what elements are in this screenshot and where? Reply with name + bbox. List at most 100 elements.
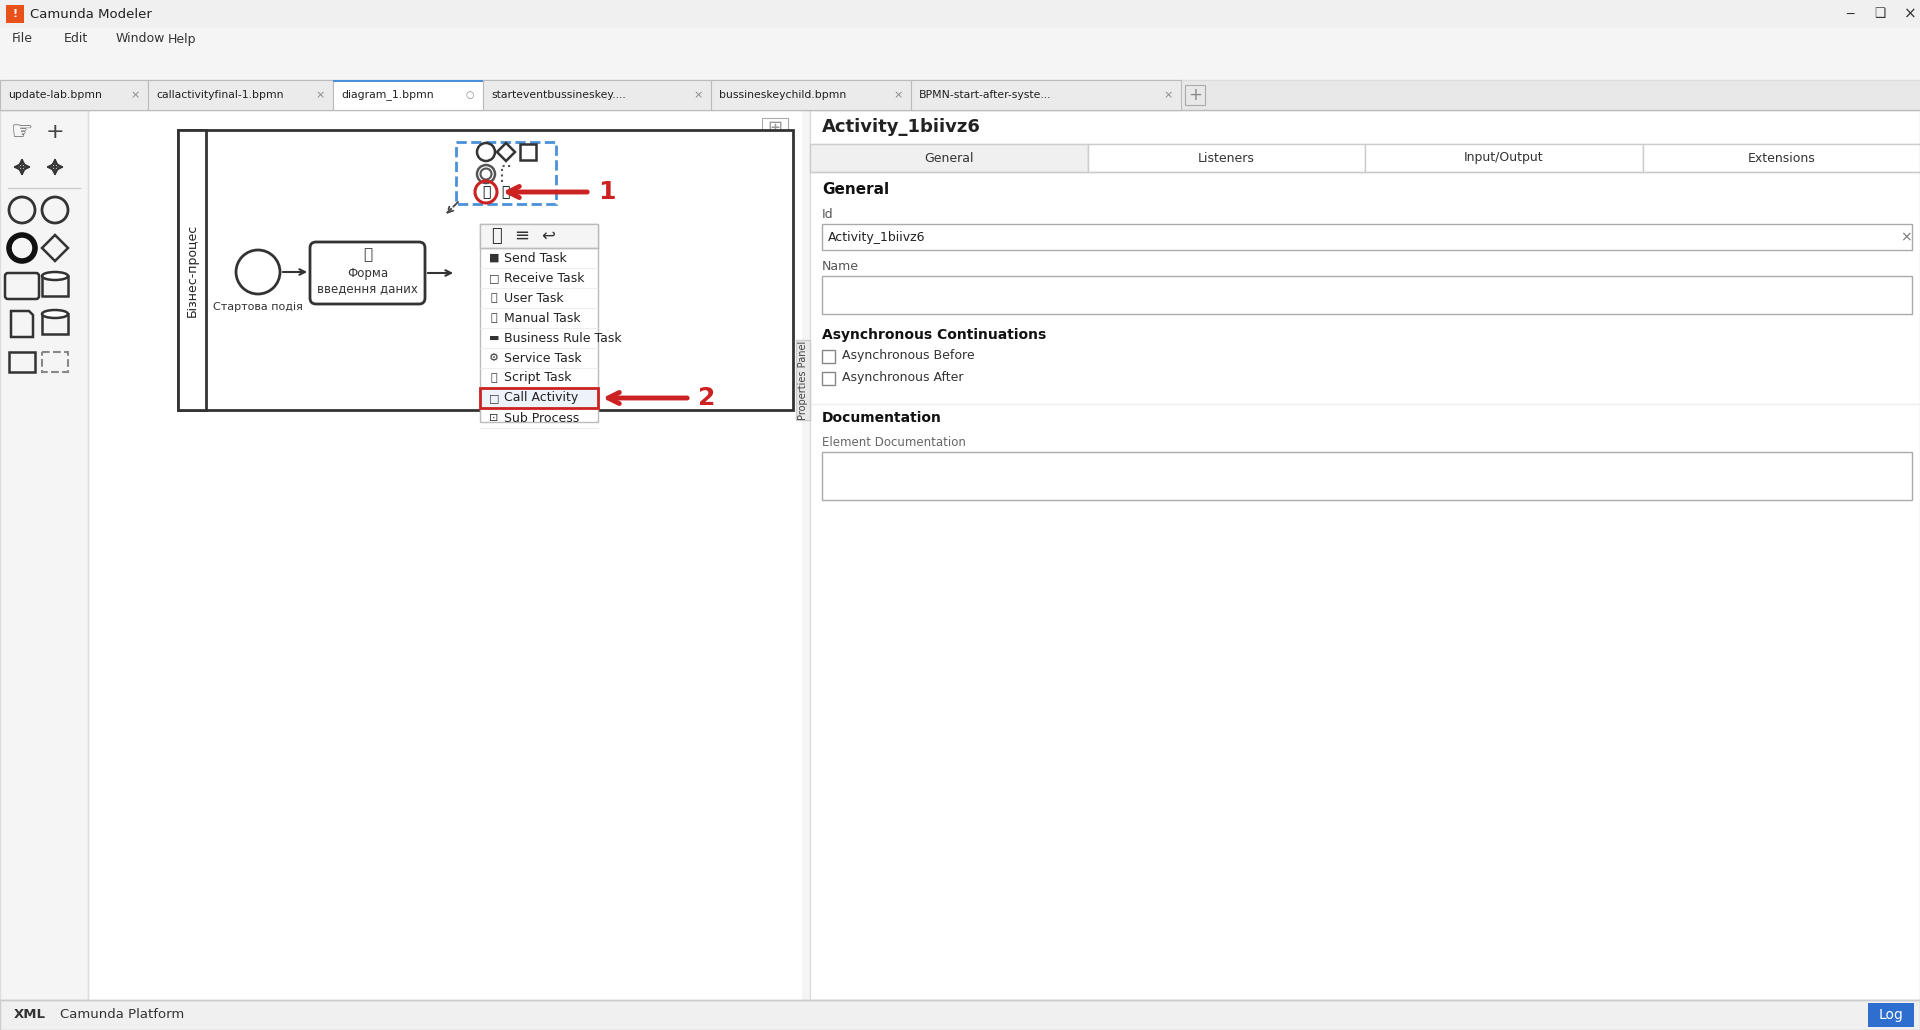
Text: 🔧: 🔧 xyxy=(482,185,490,199)
Text: ⊡: ⊡ xyxy=(490,413,499,423)
Text: 🗑: 🗑 xyxy=(501,185,509,199)
Bar xyxy=(484,80,710,110)
Text: Service Task: Service Task xyxy=(503,351,582,365)
Bar xyxy=(0,80,1920,110)
Ellipse shape xyxy=(42,272,67,280)
Bar xyxy=(810,110,1920,144)
Bar xyxy=(42,276,67,296)
Text: update-lab.bpmn: update-lab.bpmn xyxy=(8,90,102,100)
Text: Id: Id xyxy=(822,208,833,221)
Text: ○: ○ xyxy=(467,90,474,100)
Text: bussineskeychild.bpmn: bussineskeychild.bpmn xyxy=(718,90,847,100)
Text: ×: × xyxy=(315,90,324,100)
Bar xyxy=(822,350,835,363)
Text: Activity_1biivz6: Activity_1biivz6 xyxy=(822,118,981,136)
Bar xyxy=(332,80,484,110)
Bar xyxy=(480,224,597,248)
Ellipse shape xyxy=(42,310,67,318)
Text: ❑: ❑ xyxy=(1874,7,1885,21)
FancyBboxPatch shape xyxy=(309,242,424,304)
Bar xyxy=(1642,144,1920,172)
Text: □: □ xyxy=(490,393,499,403)
Bar xyxy=(0,80,148,110)
Bar xyxy=(42,314,67,334)
Bar xyxy=(0,1000,1920,1030)
Text: Properties Panel: Properties Panel xyxy=(799,340,808,419)
Text: ×: × xyxy=(1901,230,1912,244)
Text: Receive Task: Receive Task xyxy=(503,272,584,284)
Text: □: □ xyxy=(490,273,499,283)
Text: Camunda Platform: Camunda Platform xyxy=(60,1008,184,1022)
Text: User Task: User Task xyxy=(503,291,564,305)
Bar xyxy=(520,144,536,160)
Text: 📜: 📜 xyxy=(492,373,497,383)
Text: ≡: ≡ xyxy=(515,227,530,245)
Text: Window: Window xyxy=(115,33,165,45)
Bar xyxy=(42,352,67,372)
Text: Camunda Modeler: Camunda Modeler xyxy=(31,7,152,21)
Bar xyxy=(810,144,1087,172)
Bar xyxy=(457,142,557,204)
Text: Name: Name xyxy=(822,260,858,273)
Bar xyxy=(1868,1003,1914,1027)
Text: Asynchronous Before: Asynchronous Before xyxy=(843,349,975,363)
Text: Call Activity: Call Activity xyxy=(503,391,578,405)
Bar xyxy=(1365,144,1642,172)
Text: diagram_1.bpmn: diagram_1.bpmn xyxy=(342,90,434,101)
Bar xyxy=(762,118,787,138)
Text: +: + xyxy=(46,122,63,142)
Text: Activity_1biivz6: Activity_1biivz6 xyxy=(828,231,925,243)
Bar xyxy=(710,80,910,110)
Bar xyxy=(797,340,810,420)
Bar xyxy=(0,50,1920,80)
Bar xyxy=(0,0,1920,28)
Text: Стартова подія: Стартова подія xyxy=(213,302,303,312)
Text: Asynchronous After: Asynchronous After xyxy=(843,372,964,384)
Text: ⊞: ⊞ xyxy=(768,119,783,137)
Text: ↩: ↩ xyxy=(541,227,555,245)
Text: !: ! xyxy=(12,9,17,19)
Text: Element Documentation: Element Documentation xyxy=(822,436,966,449)
Text: ▬: ▬ xyxy=(490,333,499,343)
Text: Business Rule Task: Business Rule Task xyxy=(503,332,622,344)
Bar xyxy=(1087,144,1365,172)
Text: 1: 1 xyxy=(597,180,616,204)
Text: ☞: ☞ xyxy=(12,121,33,144)
Text: Listeners: Listeners xyxy=(1198,151,1254,165)
Bar xyxy=(6,5,23,23)
Text: General: General xyxy=(822,182,889,198)
Text: XML: XML xyxy=(13,1008,46,1022)
Text: ×: × xyxy=(1164,90,1173,100)
Text: ■: ■ xyxy=(490,253,499,263)
Text: Help: Help xyxy=(169,33,196,45)
Text: Sub Process: Sub Process xyxy=(503,412,580,424)
Text: Форма
введення даних: Форма введення даних xyxy=(317,267,419,295)
Bar xyxy=(822,452,1912,500)
Text: 2: 2 xyxy=(699,386,716,410)
Circle shape xyxy=(236,250,280,294)
Text: 👤: 👤 xyxy=(492,293,497,303)
Bar xyxy=(822,372,835,385)
Bar xyxy=(480,224,597,422)
Bar xyxy=(148,80,332,110)
Text: +: + xyxy=(1188,85,1202,104)
Bar xyxy=(88,110,803,1000)
Text: ×: × xyxy=(1903,6,1916,22)
Text: File: File xyxy=(12,33,33,45)
Bar xyxy=(1185,85,1206,105)
Text: starteventbussineskey....: starteventbussineskey.... xyxy=(492,90,626,100)
Text: Script Task: Script Task xyxy=(503,372,572,384)
Bar xyxy=(332,80,484,82)
Text: Log: Log xyxy=(1878,1008,1903,1022)
Text: callactivityfinal-1.bpmn: callactivityfinal-1.bpmn xyxy=(156,90,284,100)
Bar xyxy=(822,276,1912,314)
Text: ✋: ✋ xyxy=(492,313,497,323)
Text: Input/Output: Input/Output xyxy=(1463,151,1544,165)
Text: ×: × xyxy=(693,90,703,100)
Bar xyxy=(179,130,793,410)
Bar xyxy=(910,80,1181,110)
Bar xyxy=(822,224,1912,250)
Text: ⚙: ⚙ xyxy=(490,353,499,363)
Bar xyxy=(480,388,597,408)
Text: Manual Task: Manual Task xyxy=(503,311,580,324)
